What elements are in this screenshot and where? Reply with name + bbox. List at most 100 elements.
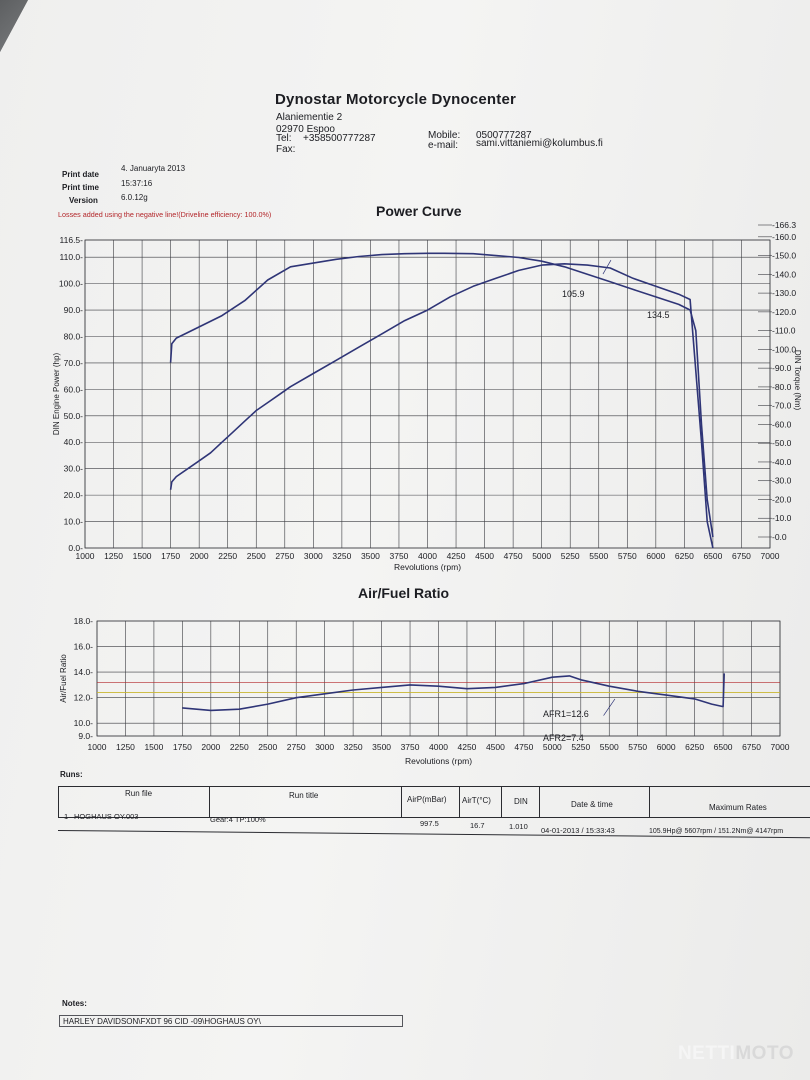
power-y-tick: 40.0- [64, 437, 84, 447]
header-airt: AirT(°C) [462, 796, 491, 805]
torque-y-tick: -140.0 [772, 269, 796, 279]
afr-x-tick: 5250 [571, 742, 590, 752]
run-row-max-rates: 105.9Hp@ 5607rpm / 151.2Nm@ 4147rpm [649, 828, 784, 835]
print-date-value: 4. Januaryta 2013 [121, 164, 186, 173]
power-x-tick: 5000 [532, 551, 551, 561]
afr-y-tick: 18.0- [74, 616, 94, 626]
power-x-tick: 7000 [761, 551, 780, 561]
afr-y-tick: 10.0- [74, 718, 94, 728]
power-y-tick: 90.0- [64, 305, 84, 315]
afr2-label: AFR2=7.4 [543, 733, 584, 743]
power-x-tick: 3000 [304, 551, 323, 561]
run-row-num: 1 [64, 812, 69, 821]
afr-y-tick: 14.0- [74, 667, 94, 677]
afr-x-tick: 1000 [88, 742, 107, 752]
afr-title: Air/Fuel Ratio [358, 585, 450, 601]
run-row-airp: 997.5 [420, 819, 439, 828]
power-x-tick: 3750 [389, 551, 408, 561]
power-x-axis-label: Revolutions (rpm) [394, 562, 461, 572]
torque-curve-line [169, 252, 714, 538]
print-date-label: Print date [62, 170, 99, 179]
afr-x-tick: 4750 [514, 742, 533, 752]
postal-line: 02970 Espoo [276, 124, 335, 135]
runs-label: Runs: [60, 770, 83, 779]
power-y-tick: 70.0- [64, 358, 84, 368]
address-line: Alaniementie 2 [276, 112, 343, 123]
version-label: Version [69, 196, 98, 205]
power-x-tick: 4000 [418, 551, 437, 561]
afr-y-tick: 16.0- [74, 642, 94, 652]
torque-y-tick: -120.0 [772, 307, 796, 317]
torque-y-tick: -90.0 [772, 363, 792, 373]
afr-x-tick: 3500 [372, 742, 391, 752]
tel-value: +358500777287 [303, 133, 376, 144]
afr-y-axis-label: Air/Fuel Ratio [59, 654, 68, 703]
afr-x-tick: 6750 [742, 742, 761, 752]
afr-x-tick: 1500 [144, 742, 163, 752]
power-y-tick: 100.0- [59, 279, 83, 289]
afr-x-tick: 5500 [600, 742, 619, 752]
afr-x-tick: 6500 [714, 742, 733, 752]
header-airp: AirP(mBar) [407, 795, 447, 804]
afr-x-tick: 6000 [657, 742, 676, 752]
torque-annotation-label: 134.5 [647, 310, 670, 320]
runs-table: Run file Run title AirP(mBar) AirT(°C) D… [58, 786, 810, 818]
afr-x-tick: 5750 [628, 742, 647, 752]
torque-y-tick: -30.0 [772, 476, 792, 486]
power-y-tick: 80.0- [64, 331, 84, 341]
notes-label: Notes: [62, 999, 87, 1008]
watermark-part2: MOTO [735, 1043, 794, 1064]
mobile-label: Mobile: [428, 130, 461, 141]
power-y-tick: 50.0- [64, 411, 84, 421]
torque-y-tick: -40.0 [772, 457, 792, 467]
power-x-tick: 5750 [618, 551, 637, 561]
notes-box: HARLEY DAVIDSON\FXDT 96 CID -09\HOGHAUS … [59, 1015, 403, 1027]
torque-y-tick: -70.0 [772, 401, 792, 411]
power-x-tick: 5500 [589, 551, 608, 561]
afr-x-tick: 6250 [685, 742, 704, 752]
run-row-airt: 16.7 [470, 821, 485, 830]
power-x-tick: 1250 [104, 551, 123, 561]
power-x-tick: 4500 [475, 551, 494, 561]
power-y-tick: 0.0- [68, 543, 83, 553]
torque-y-tick: -60.0 [772, 419, 792, 429]
afr-x-tick: 4000 [429, 742, 448, 752]
run-row-din: 1.010 [509, 822, 528, 831]
afr-x-tick: 2250 [230, 742, 249, 752]
afr-x-tick: 2500 [258, 742, 277, 752]
power-x-tick: 6000 [646, 551, 665, 561]
power-y-tick: 116.5- [60, 235, 84, 245]
torque-y-tick: -110.0 [772, 326, 796, 336]
print-time-label: Print time [62, 183, 99, 192]
power-x-tick: 4750 [504, 551, 523, 561]
power-x-tick: 5250 [561, 551, 580, 561]
afr-x-tick: 1250 [116, 742, 135, 752]
afr-x-tick: 3250 [344, 742, 363, 752]
company-name: Dynostar Motorcycle Dynocenter [275, 91, 517, 108]
power-y-tick: 110.0- [60, 252, 84, 262]
torque-y-tick: -166.3 [772, 220, 796, 230]
torque-y-tick: -130.0 [772, 288, 796, 298]
email-label: e-mail: [428, 140, 459, 151]
torque-y-axis-label: DIN Torque (Nm) [793, 350, 802, 411]
power-peak-marker [602, 259, 612, 275]
run-row-file: HOGHAUS OY.003 [74, 812, 139, 821]
afr-y-tick: 9.0- [78, 731, 93, 741]
afr-x-tick: 7000 [771, 742, 790, 752]
torque-y-tick: -100.0 [772, 344, 796, 354]
power-x-tick: 1750 [161, 551, 180, 561]
power-x-tick: 2750 [275, 551, 294, 561]
run-row-title: Gear:4 TP:100% [210, 815, 266, 824]
losses-note: Losses added using the negative line!(Dr… [58, 210, 272, 219]
power-x-tick: 1500 [133, 551, 152, 561]
mobile-value: 0500777287 [476, 130, 532, 141]
afr-y-tick: 12.0- [74, 693, 94, 703]
power-x-tick: 2500 [247, 551, 266, 561]
afr-x-tick: 1750 [173, 742, 192, 752]
power-y-tick: 20.0- [64, 490, 84, 500]
header-run-title: Run title [289, 791, 319, 800]
power-x-tick: 6750 [732, 551, 751, 561]
power-y-tick: 30.0- [64, 464, 84, 474]
afr-curve-line [182, 673, 725, 712]
